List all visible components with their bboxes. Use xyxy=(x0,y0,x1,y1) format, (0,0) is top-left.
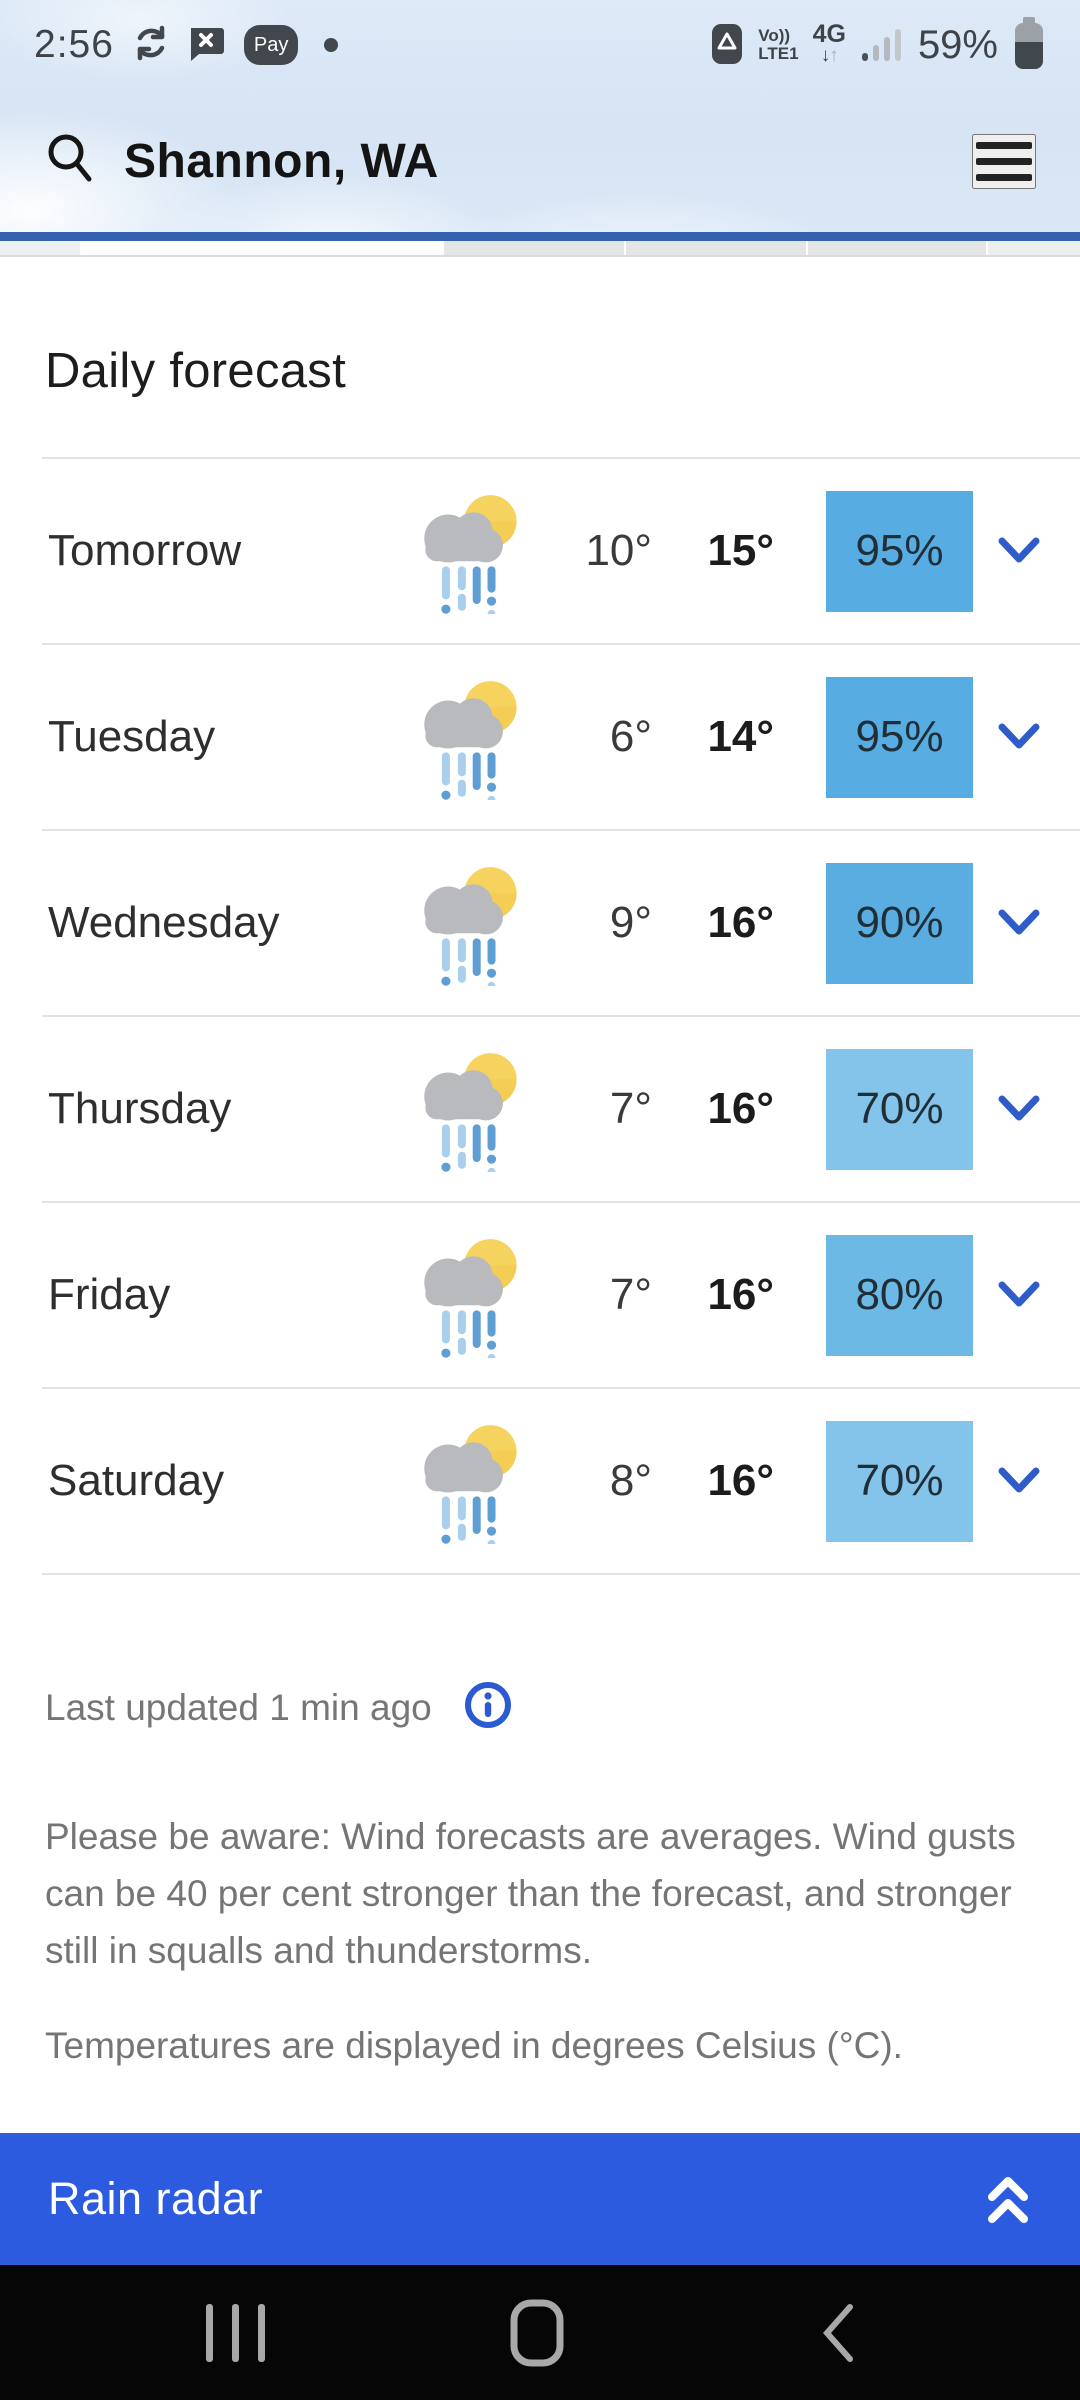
menu-icon[interactable] xyxy=(972,133,1036,189)
high-temp: 16° xyxy=(707,1270,774,1319)
chevron-down-icon[interactable] xyxy=(979,1459,1059,1503)
clock: 2:56 xyxy=(34,23,114,66)
day-tab-remnant[interactable] xyxy=(442,241,624,255)
last-updated-row: Last updated 1 min ago xyxy=(45,1679,1080,1736)
chevron-down-icon[interactable] xyxy=(979,901,1059,945)
high-temp: 16° xyxy=(707,1084,774,1133)
wind-notice-text: Please be aware: Wind forecasts are aver… xyxy=(45,1816,1016,1971)
forecast-row[interactable]: Tomorrow xyxy=(0,459,1080,643)
battery-percent-label: 59% xyxy=(917,22,998,67)
back-icon xyxy=(822,2303,853,2362)
sunny-intervals-rain-icon xyxy=(410,488,532,614)
high-temp: 16° xyxy=(707,898,774,947)
day-tab-remnant[interactable] xyxy=(806,241,986,255)
low-temp: 7° xyxy=(609,1084,652,1133)
forecast-row[interactable]: Tuesday xyxy=(0,645,1080,829)
sunny-intervals-rain-icon xyxy=(410,860,532,986)
row-divider xyxy=(42,829,1080,831)
low-temp: 8° xyxy=(609,1456,652,1505)
last-updated-label: Last updated 1 min ago xyxy=(45,1686,432,1728)
precip-chance-badge: 90% xyxy=(826,862,973,984)
back-button[interactable] xyxy=(778,2265,898,2400)
home-icon xyxy=(510,2299,564,2366)
notification-dot-icon xyxy=(324,38,339,52)
sunny-intervals-rain-icon xyxy=(410,674,532,800)
day-label: Tomorrow xyxy=(48,526,242,575)
sunny-intervals-rain-icon xyxy=(410,1046,532,1172)
samsung-pay-icon: Pay xyxy=(243,25,299,65)
android-nav-bar xyxy=(0,2265,1080,2400)
sync-icon xyxy=(132,24,170,67)
network-type-label: 4G xyxy=(812,20,846,48)
page-location-title: Shannon, WA xyxy=(124,134,439,188)
location-header: Shannon, WA xyxy=(0,90,1080,232)
chevron-down-icon[interactable] xyxy=(979,1273,1059,1317)
forecast-row[interactable]: Wednesday xyxy=(0,831,1080,1015)
row-divider xyxy=(42,1573,1080,1575)
precip-chance-badge: 95% xyxy=(826,676,973,798)
day-label: Wednesday xyxy=(48,898,280,947)
day-tab-remnant[interactable] xyxy=(986,241,1080,255)
daily-forecast-section: Daily forecast Tomorrow xyxy=(0,257,1080,2074)
info-icon[interactable] xyxy=(462,1679,514,1736)
low-temp: 6° xyxy=(609,712,652,761)
low-temp: 10° xyxy=(585,526,652,575)
precip-chance-badge: 70% xyxy=(826,1420,973,1542)
battery-icon xyxy=(1012,15,1046,76)
status-bar-left: 2:56 Pay xyxy=(34,23,339,67)
recents-icon xyxy=(205,2303,265,2362)
status-bar-right: Vo)) LTE1 4G ↓↑ 59% xyxy=(710,15,1046,76)
data-arrows-icon: ↓↑ xyxy=(820,45,839,66)
row-divider xyxy=(42,457,1080,459)
day-label: Friday xyxy=(48,1270,171,1319)
temperature-notice-text: Temperatures are displayed in degrees Ce… xyxy=(45,2025,903,2066)
low-temp: 7° xyxy=(609,1270,652,1319)
volte-line1: Vo)) xyxy=(758,26,791,45)
volte-indicator: Vo)) LTE1 xyxy=(758,27,798,63)
high-temp: 15° xyxy=(707,526,774,575)
page-title: Daily forecast xyxy=(45,344,347,398)
row-divider xyxy=(42,1015,1080,1017)
recents-button[interactable] xyxy=(175,2265,295,2400)
power-saving-icon xyxy=(710,20,744,71)
volte-line2: LTE1 xyxy=(758,44,799,63)
forecast-row[interactable]: Thursday xyxy=(0,1017,1080,1201)
home-button[interactable] xyxy=(477,2265,597,2400)
row-divider xyxy=(42,643,1080,645)
day-tab-remnant[interactable] xyxy=(80,241,262,255)
forecast-list: Tomorrow xyxy=(0,457,1080,1575)
high-temp: 16° xyxy=(707,1456,774,1505)
signal-strength-icon xyxy=(860,21,904,70)
day-label: Tuesday xyxy=(48,712,216,761)
search-icon[interactable] xyxy=(44,131,98,192)
status-bar: 2:56 Pay xyxy=(0,0,1080,90)
forecast-row[interactable]: Friday xyxy=(0,1203,1080,1387)
rain-radar-label: Rain radar xyxy=(48,2173,264,2224)
chevron-down-icon[interactable] xyxy=(979,1087,1059,1131)
sunny-intervals-rain-icon xyxy=(410,1232,532,1358)
day-label: Saturday xyxy=(48,1456,225,1505)
rain-radar-bar[interactable]: Rain radar xyxy=(0,2133,1080,2265)
day-tab-remnant[interactable] xyxy=(624,241,806,255)
message-blocked-icon xyxy=(188,24,226,67)
day-tab-remnant[interactable] xyxy=(0,241,80,255)
header-underline xyxy=(0,232,1080,241)
sunny-intervals-rain-icon xyxy=(410,1418,532,1544)
row-divider xyxy=(42,1387,1080,1389)
day-tab-remnant[interactable] xyxy=(262,241,442,255)
low-temp: 9° xyxy=(609,898,652,947)
expand-up-icon[interactable] xyxy=(984,2171,1032,2227)
row-divider xyxy=(42,1201,1080,1203)
forecast-row[interactable]: Saturday xyxy=(0,1389,1080,1573)
chevron-down-icon[interactable] xyxy=(979,715,1059,759)
day-tab-strip xyxy=(0,241,1080,257)
chevron-down-icon[interactable] xyxy=(979,529,1059,573)
day-label: Thursday xyxy=(48,1084,232,1133)
precip-chance-badge: 70% xyxy=(826,1048,973,1170)
network-4g-indicator: 4G ↓↑ xyxy=(812,20,846,67)
precip-chance-badge: 95% xyxy=(826,490,973,612)
high-temp: 14° xyxy=(707,712,774,761)
precip-chance-badge: 80% xyxy=(826,1234,973,1356)
